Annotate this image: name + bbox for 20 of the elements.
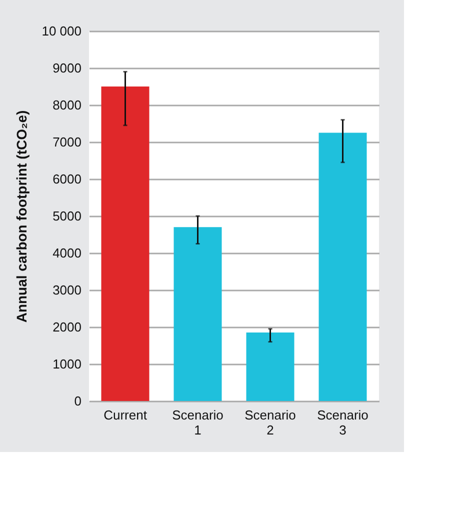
y-axis-title: Annual carbon footprint (tCO₂e) <box>14 110 30 323</box>
y-tick-label: 5000 <box>52 208 82 224</box>
y-tick-label: 6000 <box>52 172 82 186</box>
y-tick-label: 1000 <box>52 356 82 372</box>
bar <box>101 86 150 401</box>
y-tick-label: 4000 <box>52 246 82 260</box>
y-tick-label: 2000 <box>52 320 82 334</box>
y-tick-label: 7000 <box>52 134 82 150</box>
y-tick-label: 10 000 <box>42 24 82 38</box>
x-tick-label: Current <box>104 408 148 422</box>
y-tick-label: 0 <box>74 394 82 408</box>
y-tick-label: 3000 <box>52 282 82 298</box>
y-tick-label: 8000 <box>52 98 82 112</box>
y-tick-label: 9000 <box>52 60 82 76</box>
bar <box>318 132 367 401</box>
x-tick-label: Scenario 2 <box>244 408 296 438</box>
x-tick-label: Scenario 3 <box>317 408 368 438</box>
bar <box>174 227 222 401</box>
x-tick-label: Scenario 1 <box>172 408 224 438</box>
bar <box>246 332 294 401</box>
